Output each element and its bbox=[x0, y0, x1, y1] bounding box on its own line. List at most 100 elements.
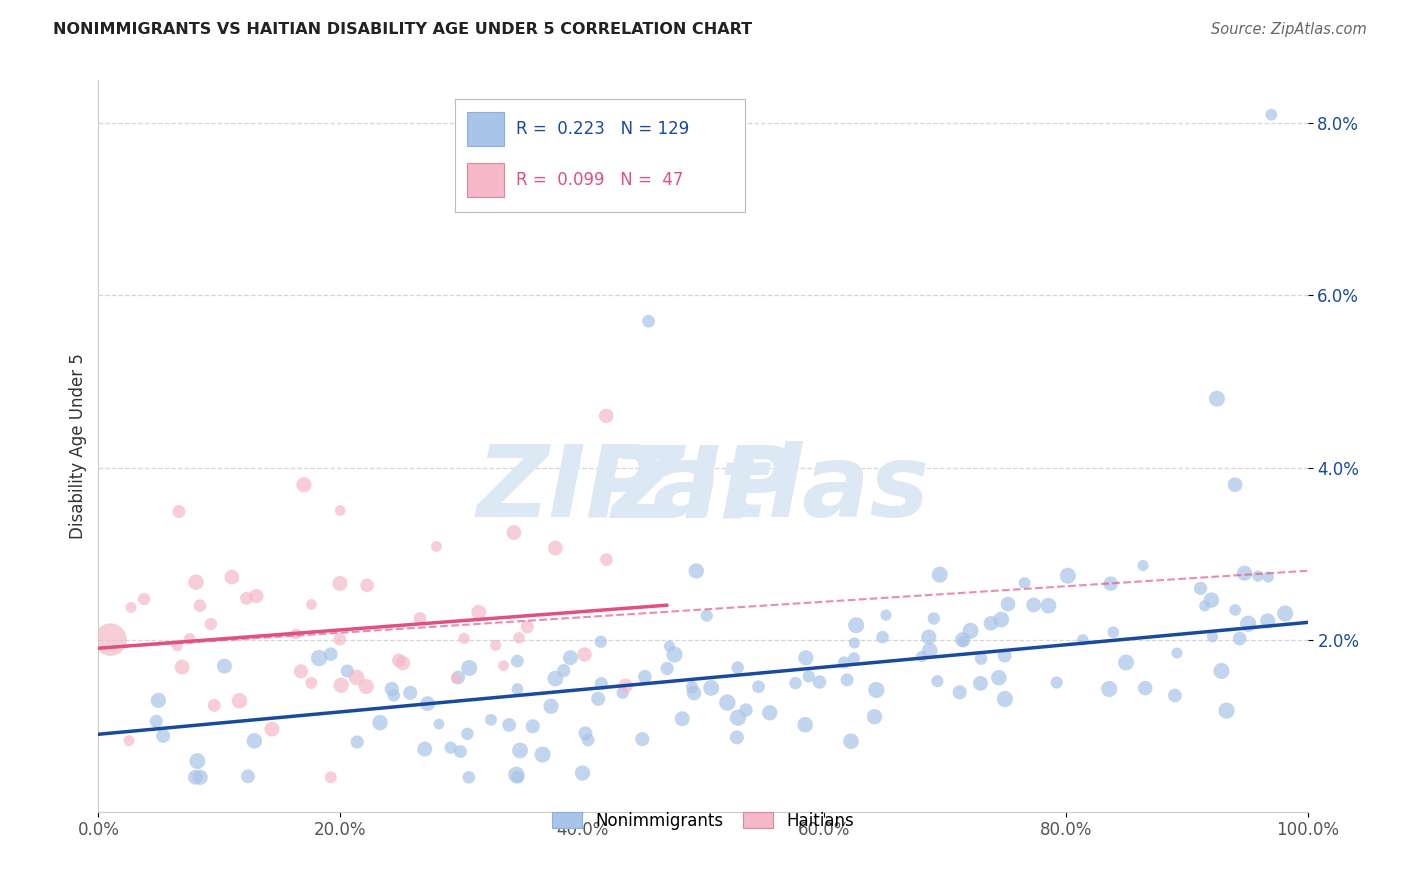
Point bbox=[184, 575, 207, 590]
Point bbox=[508, 631, 530, 645]
Point bbox=[1071, 632, 1094, 647]
Point bbox=[245, 589, 267, 603]
Point bbox=[188, 770, 211, 784]
Point bbox=[1257, 614, 1279, 628]
Point bbox=[457, 770, 479, 784]
Text: ZIP: ZIP bbox=[612, 442, 794, 539]
Point bbox=[479, 713, 502, 727]
Point bbox=[637, 314, 659, 328]
Point bbox=[188, 599, 211, 613]
Point bbox=[631, 732, 654, 747]
Point bbox=[1229, 632, 1251, 646]
Point bbox=[987, 671, 1010, 685]
Point bbox=[506, 682, 529, 697]
Point bbox=[911, 649, 934, 664]
Point bbox=[120, 600, 142, 615]
Point bbox=[844, 636, 866, 650]
Point bbox=[540, 699, 562, 714]
Point bbox=[391, 656, 413, 670]
Point bbox=[381, 681, 404, 696]
Point bbox=[152, 729, 174, 743]
Point bbox=[683, 686, 706, 700]
Point bbox=[863, 709, 886, 723]
Point bbox=[918, 644, 941, 658]
Text: Source: ZipAtlas.com: Source: ZipAtlas.com bbox=[1211, 22, 1367, 37]
Point bbox=[591, 676, 613, 690]
Point bbox=[1164, 689, 1187, 703]
Point bbox=[1237, 616, 1260, 631]
Point bbox=[468, 606, 491, 620]
Point bbox=[671, 712, 693, 726]
Point bbox=[595, 552, 617, 566]
Point bbox=[388, 653, 411, 667]
Point bbox=[794, 650, 817, 665]
Point bbox=[595, 409, 617, 423]
Point bbox=[145, 714, 167, 729]
Point bbox=[346, 670, 368, 684]
Point bbox=[842, 651, 865, 665]
Point bbox=[148, 693, 170, 707]
Point bbox=[952, 634, 974, 648]
Y-axis label: Disability Age Under 5: Disability Age Under 5 bbox=[69, 353, 87, 539]
Point bbox=[1257, 570, 1279, 584]
Point bbox=[1233, 566, 1256, 581]
Point bbox=[1099, 576, 1122, 591]
Point bbox=[664, 648, 686, 662]
Point bbox=[574, 648, 596, 662]
Point bbox=[447, 671, 470, 685]
Point bbox=[918, 630, 941, 644]
Point bbox=[980, 616, 1002, 631]
Point bbox=[1046, 675, 1069, 690]
Point bbox=[1201, 593, 1223, 607]
Point bbox=[949, 685, 972, 699]
Point bbox=[1038, 599, 1060, 613]
Point bbox=[1014, 576, 1036, 591]
Point bbox=[118, 733, 141, 747]
Point bbox=[516, 620, 538, 634]
Point bbox=[329, 576, 352, 591]
Point bbox=[427, 717, 450, 731]
Point bbox=[1223, 477, 1246, 491]
Point bbox=[797, 669, 820, 683]
Point bbox=[544, 541, 567, 555]
Point bbox=[1057, 568, 1080, 582]
Point bbox=[228, 694, 250, 708]
Point bbox=[506, 770, 529, 784]
Point bbox=[453, 632, 475, 646]
Point bbox=[875, 608, 897, 623]
Point bbox=[1260, 108, 1282, 122]
Point bbox=[505, 768, 527, 782]
Legend: Nonimmigrants, Haitians: Nonimmigrants, Haitians bbox=[546, 805, 860, 837]
Point bbox=[399, 686, 422, 700]
Point bbox=[202, 698, 225, 713]
Text: ZIPatlas: ZIPatlas bbox=[477, 442, 929, 539]
Point bbox=[382, 689, 405, 703]
Point bbox=[922, 611, 945, 625]
Point bbox=[330, 678, 353, 692]
Point bbox=[308, 651, 330, 665]
Point bbox=[735, 703, 758, 717]
Point bbox=[1206, 392, 1229, 406]
Point bbox=[319, 647, 342, 661]
Point bbox=[865, 683, 887, 698]
Point bbox=[544, 672, 567, 686]
Point bbox=[553, 664, 575, 678]
Point bbox=[1098, 681, 1121, 696]
Point bbox=[444, 671, 467, 685]
Point bbox=[1132, 558, 1154, 573]
Point bbox=[522, 719, 544, 733]
Point bbox=[928, 567, 950, 582]
Point bbox=[503, 525, 526, 540]
Point bbox=[970, 651, 993, 665]
Point bbox=[994, 648, 1017, 663]
Point bbox=[132, 592, 155, 607]
Point bbox=[290, 665, 312, 679]
Point bbox=[509, 743, 531, 757]
Point bbox=[506, 654, 529, 668]
Point bbox=[170, 660, 193, 674]
Point bbox=[440, 740, 463, 755]
Point bbox=[655, 661, 678, 675]
Point bbox=[531, 747, 554, 762]
Point bbox=[336, 664, 359, 678]
Point bbox=[586, 691, 609, 706]
